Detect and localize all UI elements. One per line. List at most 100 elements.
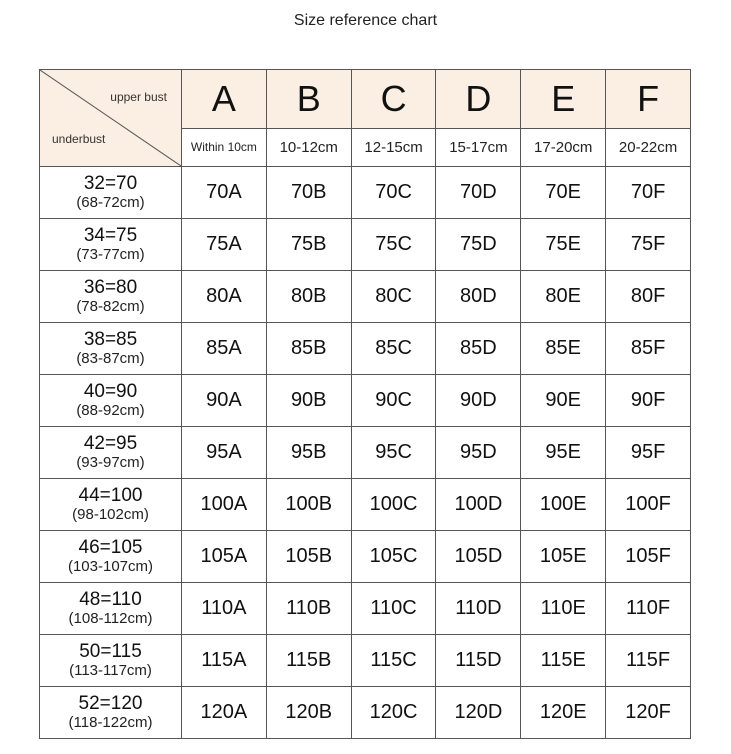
cup-letter-c: C: [350, 69, 437, 129]
table-row: 52=120 (118-122cm) 120A 120B 120C 120D 120E 120…: [39, 686, 691, 739]
size-cell: 95C: [350, 426, 437, 479]
size-cell: 80E: [520, 270, 607, 323]
cup-range: 10-12cm: [265, 127, 352, 168]
band-range: (68-72cm): [76, 194, 145, 211]
size-cell: 110F: [605, 582, 691, 635]
cup-range: 20-22cm: [605, 127, 691, 168]
size-cell: 85C: [350, 322, 437, 375]
size-cell: 90A: [181, 374, 267, 427]
size-cell: 85B: [265, 322, 352, 375]
band-size: 38=85: [83, 329, 138, 350]
band-size: 48=110: [79, 589, 142, 610]
size-cell: 105C: [350, 530, 437, 583]
corner-cell: upper bust underbust: [39, 69, 182, 167]
underbust-size: 44=100 (98-102cm): [39, 478, 182, 531]
size-cell: 85A: [181, 322, 267, 375]
size-cell: 70B: [265, 166, 352, 219]
band-range: (83-87cm): [76, 350, 145, 367]
cup-range: Within 10cm: [181, 127, 267, 168]
size-cell: 70F: [605, 166, 691, 219]
table-row: 44=100 (98-102cm) 100A 100B 100C 100D 100E 100F: [39, 478, 691, 531]
size-cell: 80D: [435, 270, 522, 323]
size-cell: 95D: [435, 426, 522, 479]
size-cell: 75E: [520, 218, 607, 271]
size-cell: 90C: [350, 374, 437, 427]
size-cell: 75F: [605, 218, 691, 271]
table-row: 46=105 (103-107cm) 105A 105B 105C 105D 105E 105…: [39, 530, 691, 583]
table-row: 38=85 (83-87cm) 85A 85B 85C 85D 85E 85F: [39, 322, 691, 375]
underbust-size: 50=115 (113-117cm): [39, 634, 182, 687]
size-cell: 105B: [265, 530, 352, 583]
size-cell: 120E: [520, 686, 607, 739]
cup-letter-f: F: [605, 69, 691, 129]
size-cell: 75D: [435, 218, 522, 271]
cup-letter-e: E: [520, 69, 607, 129]
size-cell: 120D: [435, 686, 522, 739]
size-cell: 115A: [181, 634, 267, 687]
size-cell: 95F: [605, 426, 691, 479]
cup-range: 15-17cm: [435, 127, 522, 168]
size-cell: 100D: [435, 478, 522, 531]
size-cell: 115E: [520, 634, 607, 687]
size-cell: 115F: [605, 634, 691, 687]
size-cell: 100F: [605, 478, 691, 531]
size-cell: 70D: [435, 166, 522, 219]
size-cell: 105F: [605, 530, 691, 583]
underbust-label: underbust: [52, 132, 106, 146]
band-range: (118-122cm): [68, 714, 153, 731]
band-range: (73-77cm): [76, 246, 145, 263]
underbust-size: 38=85 (83-87cm): [39, 322, 182, 375]
band-range: (103-107cm): [67, 558, 154, 575]
size-cell: 110D: [435, 582, 522, 635]
size-cell: 120C: [350, 686, 437, 739]
table-row: 36=80 (78-82cm) 80A 80B 80C 80D 80E 80F: [39, 270, 691, 323]
size-cell: 120B: [265, 686, 352, 739]
cup-letter-b: B: [265, 69, 352, 129]
underbust-size: 34=75 (73-77cm): [39, 218, 182, 271]
underbust-size: 32=70 (68-72cm): [39, 166, 182, 219]
band-range: (88-92cm): [76, 402, 145, 419]
band-size: 36=80: [83, 277, 138, 298]
underbust-size: 48=110 (108-112cm): [39, 582, 182, 635]
diagonal-divider: [40, 70, 181, 166]
size-cell: 90E: [520, 374, 607, 427]
underbust-size: 42=95 (93-97cm): [39, 426, 182, 479]
size-cell: 80B: [265, 270, 352, 323]
size-cell: 100C: [350, 478, 437, 531]
size-cell: 115D: [435, 634, 522, 687]
size-cell: 100A: [181, 478, 267, 531]
underbust-size: 40=90 (88-92cm): [39, 374, 182, 427]
size-cell: 110C: [350, 582, 437, 635]
size-cell: 105E: [520, 530, 607, 583]
band-size: 34=75: [83, 225, 138, 246]
size-cell: 110E: [520, 582, 607, 635]
table-row: 32=70 (68-72cm) 70A 70B 70C 70D 70E 70F: [39, 166, 691, 219]
band-range: (93-97cm): [76, 454, 145, 471]
table-row: 40=90 (88-92cm) 90A 90B 90C 90D 90E 90F: [39, 374, 691, 427]
table-row: 48=110 (108-112cm) 110A 110B 110C 110D 110E 110…: [39, 582, 691, 635]
band-range: (98-102cm): [72, 506, 149, 523]
upper-bust-label: upper bust: [110, 90, 167, 104]
underbust-size: 52=120 (118-122cm): [39, 686, 182, 739]
size-cell: 90F: [605, 374, 691, 427]
size-cell: 80F: [605, 270, 691, 323]
size-cell: 95B: [265, 426, 352, 479]
cup-range: 17-20cm: [520, 127, 607, 168]
size-cell: 85F: [605, 322, 691, 375]
size-cell: 100E: [520, 478, 607, 531]
size-cell: 85E: [520, 322, 607, 375]
chart-title: Size reference chart: [293, 12, 438, 29]
size-cell: 75B: [265, 218, 352, 271]
size-cell: 70E: [520, 166, 607, 219]
band-size: 42=95: [83, 433, 138, 454]
size-cell: 105D: [435, 530, 522, 583]
size-cell: 75A: [181, 218, 267, 271]
table-row: 42=95 (93-97cm) 95A 95B 95C 95D 95E 95F: [39, 426, 691, 479]
size-cell: 70A: [181, 166, 267, 219]
band-size: 46=105: [78, 537, 143, 558]
size-cell: 120F: [605, 686, 691, 739]
size-cell: 110B: [265, 582, 352, 635]
size-cell: 75C: [350, 218, 437, 271]
